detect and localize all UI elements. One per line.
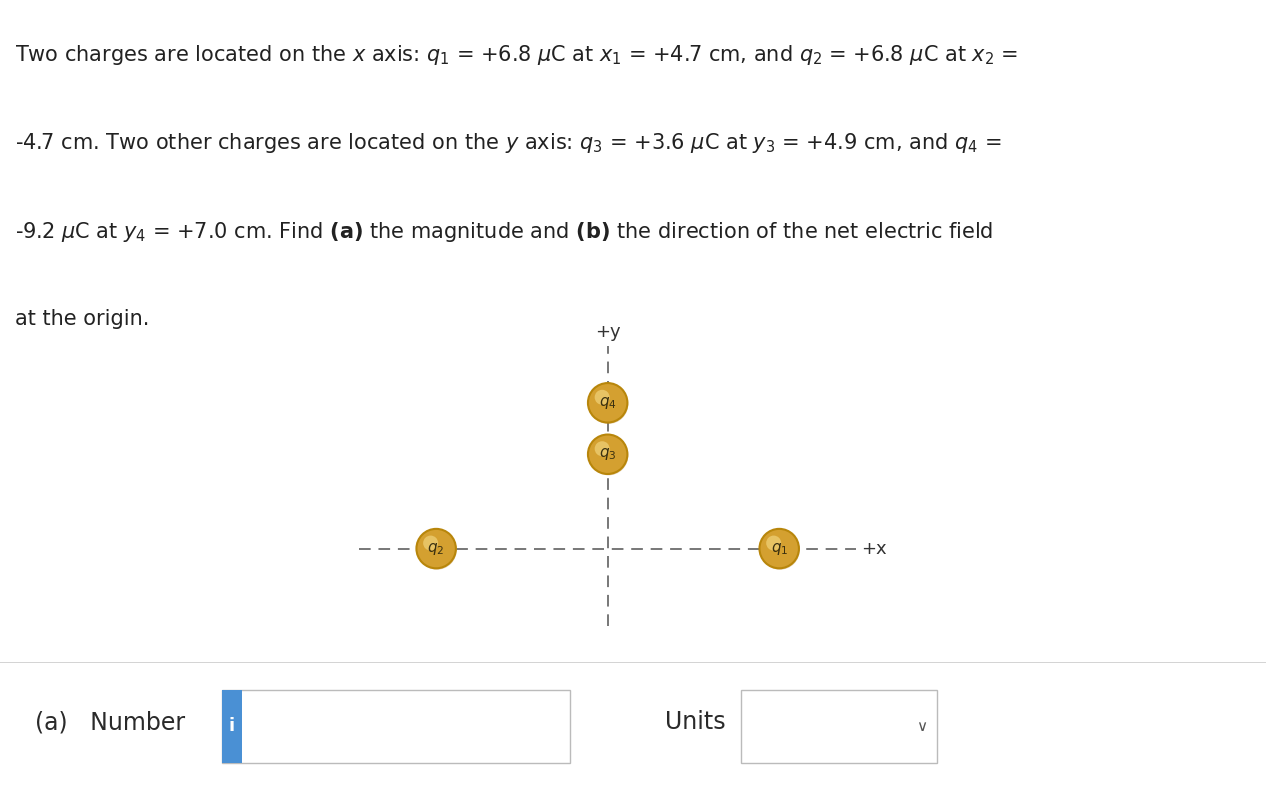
Text: Units: Units xyxy=(665,711,725,734)
Text: $q_2$: $q_2$ xyxy=(428,541,444,556)
Circle shape xyxy=(595,441,610,456)
Circle shape xyxy=(760,529,799,568)
Circle shape xyxy=(766,536,781,551)
Text: +y: +y xyxy=(595,323,620,341)
Circle shape xyxy=(587,434,628,474)
Text: (a)   Number: (a) Number xyxy=(35,711,186,734)
FancyBboxPatch shape xyxy=(222,690,570,763)
Circle shape xyxy=(589,385,628,424)
Circle shape xyxy=(589,436,628,475)
Text: $q_3$: $q_3$ xyxy=(599,446,617,463)
Text: Two charges are located on the $x$ axis: $q_1$ = +6.8 $\mu$C at $x_1$ = +4.7 cm,: Two charges are located on the $x$ axis:… xyxy=(15,43,1018,66)
Circle shape xyxy=(587,383,628,422)
Circle shape xyxy=(761,530,800,570)
Text: ∨: ∨ xyxy=(915,719,927,734)
FancyBboxPatch shape xyxy=(741,690,937,763)
Text: i: i xyxy=(229,717,234,735)
Circle shape xyxy=(418,530,457,570)
Circle shape xyxy=(595,390,610,405)
Text: at the origin.: at the origin. xyxy=(15,308,149,329)
Text: $q_4$: $q_4$ xyxy=(599,395,617,411)
Text: +x: +x xyxy=(862,540,887,558)
Text: -9.2 $\mu$C at $y_4$ = +7.0 cm. Find $\mathbf{(a)}$ the magnitude and $\mathbf{(: -9.2 $\mu$C at $y_4$ = +7.0 cm. Find $\m… xyxy=(15,220,994,243)
Circle shape xyxy=(423,536,438,551)
Circle shape xyxy=(417,529,456,568)
FancyBboxPatch shape xyxy=(222,690,242,763)
Text: $q_1$: $q_1$ xyxy=(771,541,787,556)
Text: -4.7 cm. Two other charges are located on the $y$ axis: $q_3$ = +3.6 $\mu$C at $: -4.7 cm. Two other charges are located o… xyxy=(15,132,1001,155)
